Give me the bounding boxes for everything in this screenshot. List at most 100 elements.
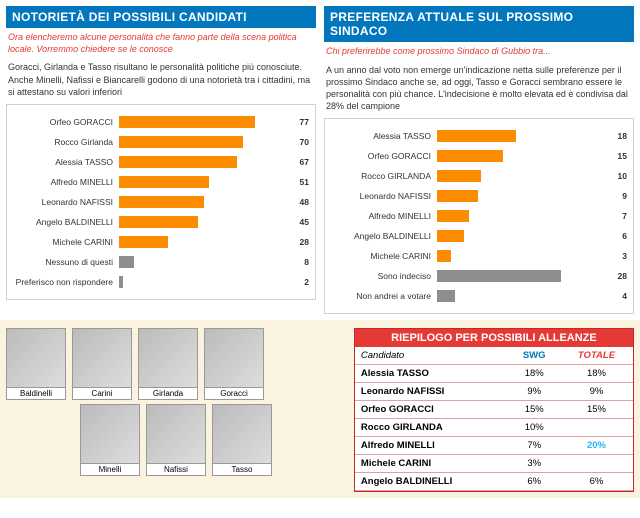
cell-swg: 15% [508,401,560,419]
bar-track [437,130,614,142]
cell-name: Rocco GIRLANDA [355,419,509,437]
bar-row: Leonardo NAFISSI 9 [331,187,627,205]
bar-label: Angelo BALDINELLI [331,231,437,241]
bar-row: Michele CARINI3 [331,247,627,265]
photo-row: Baldinelli Carini Girlanda Goracci [6,328,346,400]
bar-row: Preferisco non rispondere 2 [13,273,309,291]
cell-totale [560,455,633,473]
bar-track [437,150,614,162]
bar-label: Leonardo NAFISSI [331,191,437,201]
bar-label: Rocco GIRLANDA [331,171,437,181]
table-title: RIEPILOGO PER POSSIBILI ALLEANZE [355,329,633,347]
bar-label: Michele CARINI [13,237,119,247]
bar-fill [119,156,237,168]
candidate-photo: Nafissi [146,404,206,476]
panel-notorieta: NOTORIETÀ DEI POSSIBILI CANDIDATI Ora el… [6,6,316,314]
cell-totale [560,419,633,437]
photo-image [6,328,66,388]
bar-track [119,156,296,168]
bar-value: 6 [622,231,627,241]
bar-fill [119,216,198,228]
cell-swg: 3% [508,455,560,473]
table-row: Michele CARINI3% [355,455,633,473]
bar-track [119,276,300,288]
table-row: Rocco GIRLANDA10% [355,419,633,437]
cell-swg: 18% [508,365,560,383]
cell-name: Leonardo NAFISSI [355,383,509,401]
bar-row: Angelo BALDINELLI 6 [331,227,627,245]
panel-preferenza: PREFERENZA ATTUALE SUL PROSSIMO SINDACO … [324,6,634,314]
bottom-section: Baldinelli Carini Girlanda Goracci Minelli N… [0,320,640,498]
bar-value: 51 [300,177,309,187]
bar-row: Nessuno di questi8 [13,253,309,271]
photo-caption: Minelli [80,464,140,476]
cell-swg: 9% [508,383,560,401]
bar-label: Alessia TASSO [331,131,437,141]
bar-label: Alfredo MINELLI [331,211,437,221]
candidate-photo: Girlanda [138,328,198,400]
cell-name: Alfredo MINELLI [355,437,509,455]
bar-fill [119,236,168,248]
bar-value: 67 [300,157,309,167]
bar-fill [119,136,243,148]
bar-track [119,216,296,228]
cell-totale: 15% [560,401,633,419]
candidate-photo: Goracci [204,328,264,400]
bar-fill [437,170,481,182]
table-row: Alessia TASSO18%18% [355,365,633,383]
bar-row: Rocco Girlanda70 [13,133,309,151]
bar-row: Orfeo GORACCI15 [331,147,627,165]
photo-caption: Tasso [212,464,272,476]
bar-fill [119,176,209,188]
cell-swg: 7% [508,437,560,455]
bar-label: Angelo BALDINELLI [13,217,119,227]
photo-caption: Goracci [204,388,264,400]
bar-fill [437,230,464,242]
bar-track [119,196,296,208]
alliance-table: RIEPILOGO PER POSSIBILI ALLEANZE Candida… [354,328,634,492]
bar-row: Leonardo NAFISSI48 [13,193,309,211]
alliance-data-table: Candidato SWG TOTALE Alessia TASSO18%18%… [355,347,633,491]
bar-fill [437,250,451,262]
table-row: Leonardo NAFISSI9%9% [355,383,633,401]
panel-subtitle: Chi preferirebbe come prossimo Sindaco d… [324,42,634,62]
cell-totale: 20% [560,437,633,455]
photo-caption: Carini [72,388,132,400]
candidate-photo: Carini [72,328,132,400]
cell-totale: 6% [560,473,633,491]
bar-fill [119,276,123,288]
bar-value: 18 [618,131,627,141]
chart-notorieta: Orfeo GORACCI77 Rocco Girlanda70 Alessia T… [6,104,316,300]
bar-value: 9 [622,191,627,201]
col-candidato: Candidato [355,347,509,365]
bar-track [119,116,296,128]
bar-label: Preferisco non rispondere [13,277,119,287]
bar-label: Alfredo MINELLI [13,177,119,187]
cell-swg: 6% [508,473,560,491]
bar-label: Orfeo GORACCI [331,151,437,161]
cell-name: Alessia TASSO [355,365,509,383]
candidate-photo: Baldinelli [6,328,66,400]
table-row: Angelo BALDINELLI6%6% [355,473,633,491]
bar-fill [119,116,255,128]
photo-caption: Baldinelli [6,388,66,400]
bar-track [437,270,614,282]
bar-label: Alessia TASSO [13,157,119,167]
top-charts: NOTORIETÀ DEI POSSIBILI CANDIDATI Ora el… [0,0,640,314]
cell-name: Angelo BALDINELLI [355,473,509,491]
cell-swg: 10% [508,419,560,437]
bar-label: Sono indeciso [331,271,437,281]
bar-row: Alfredo MINELLI 51 [13,173,309,191]
bar-value: 3 [622,251,627,261]
col-totale: TOTALE [560,347,633,365]
panel-blurb: A un anno dal voto non emerge un'indicaz… [324,62,634,119]
candidate-photo: Minelli [80,404,140,476]
photo-image [146,404,206,464]
bar-value: 77 [300,117,309,127]
table-body: Alessia TASSO18%18%Leonardo NAFISSI9%9%O… [355,365,633,491]
bar-track [437,290,618,302]
photo-image [72,328,132,388]
photo-caption: Nafissi [146,464,206,476]
bar-value: 2 [304,277,309,287]
bar-row: Orfeo GORACCI77 [13,113,309,131]
